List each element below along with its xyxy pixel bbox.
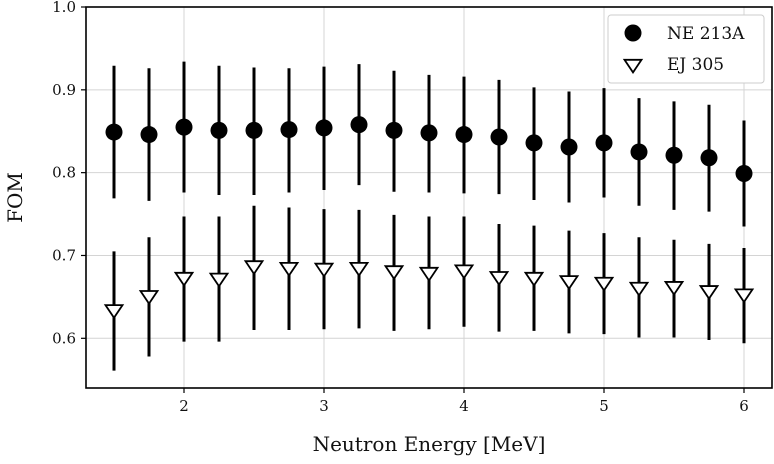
- series-ej-305: [103, 205, 755, 371]
- legend-box: [607, 14, 765, 84]
- x-axis-ticks: 2 3 4 5 6: [179, 388, 749, 415]
- data-point: [665, 146, 683, 164]
- legend-label: NE 213A: [667, 24, 745, 44]
- data-point: [733, 288, 755, 304]
- series-ne-213a: [105, 61, 753, 227]
- data-point: [560, 138, 578, 156]
- data-point: [455, 126, 473, 144]
- data-point: [103, 304, 125, 320]
- data-point: [453, 264, 475, 280]
- data-point: [490, 128, 508, 146]
- data-point: [523, 271, 545, 288]
- legend-marker-circle: [624, 24, 642, 42]
- legend-label: EJ 305: [667, 55, 724, 75]
- x-tick-label: 6: [739, 397, 749, 415]
- data-point: [173, 271, 195, 288]
- data-point: [630, 143, 648, 161]
- data-point: [315, 119, 333, 137]
- x-tick-label: 3: [319, 397, 329, 415]
- legend-marker-triangle: [622, 58, 644, 75]
- data-series: [103, 61, 755, 371]
- data-point: [595, 134, 613, 152]
- data-point: [350, 116, 368, 134]
- y-tick-label: 1.0: [52, 0, 76, 16]
- data-point: [313, 262, 335, 278]
- data-point: [700, 149, 718, 167]
- data-point: [698, 285, 720, 301]
- x-axis-label: Neutron Energy [MeV]: [313, 432, 546, 456]
- y-tick-label: 0.9: [52, 81, 76, 99]
- y-tick-label: 0.6: [52, 329, 76, 347]
- plot-frame: [85, 6, 773, 389]
- data-point: [525, 134, 543, 152]
- data-point: [210, 121, 228, 139]
- data-point: [420, 124, 438, 142]
- x-tick-label: 2: [179, 397, 189, 415]
- data-point: [243, 260, 265, 276]
- y-tick-label: 0.7: [52, 246, 76, 264]
- legend: NE 213A EJ 305: [607, 14, 765, 84]
- data-point: [245, 121, 263, 139]
- x-tick-label: 5: [599, 397, 609, 415]
- y-axis-label: FOM: [3, 172, 27, 223]
- data-point: [175, 118, 193, 136]
- data-point: [280, 121, 298, 139]
- data-point: [140, 126, 158, 144]
- data-point: [593, 276, 615, 293]
- data-point: [735, 164, 753, 182]
- data-point: [628, 281, 650, 297]
- data-point: [418, 266, 440, 283]
- data-point: [105, 123, 123, 141]
- data-point: [663, 281, 685, 297]
- data-point: [208, 272, 230, 288]
- y-tick-label: 0.8: [52, 164, 76, 182]
- data-point: [383, 265, 405, 281]
- data-point: [278, 261, 300, 278]
- x-tick-label: 4: [459, 397, 469, 415]
- data-point: [558, 275, 580, 291]
- data-point: [138, 290, 160, 306]
- data-point: [385, 121, 403, 139]
- y-axis-ticks: 0.6 0.7 0.8 0.9 1.0: [52, 0, 86, 347]
- data-point: [488, 271, 510, 287]
- data-point: [348, 261, 370, 278]
